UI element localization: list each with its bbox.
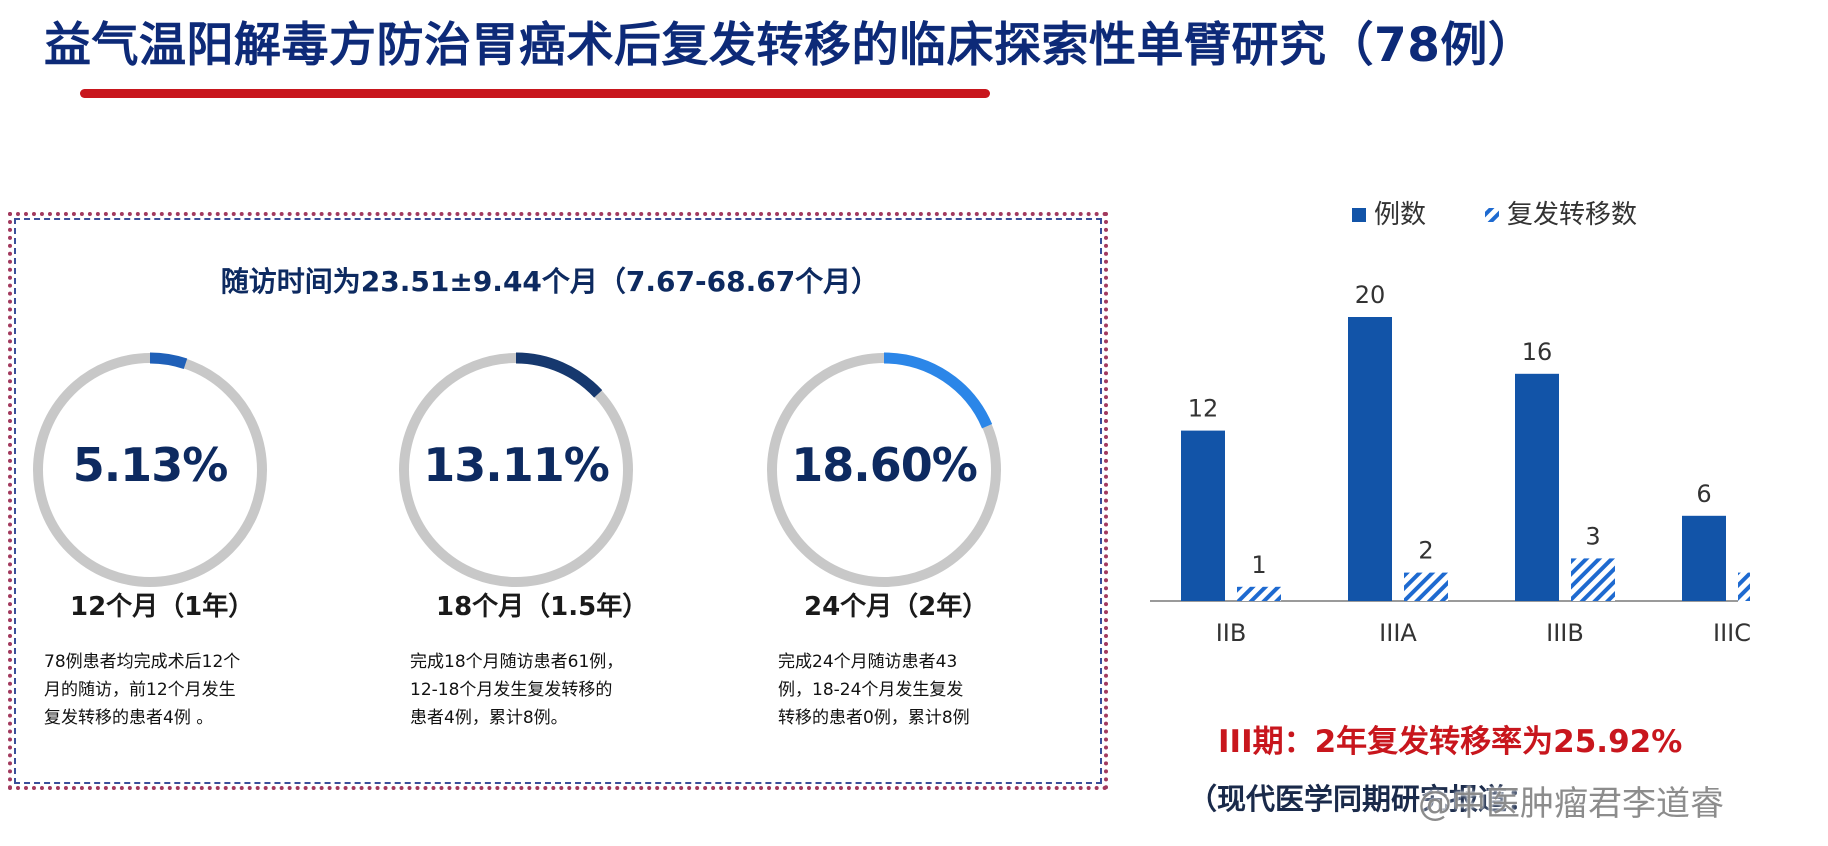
title-underline — [80, 89, 990, 98]
ring-description-line: 完成24个月随访患者43 — [778, 652, 958, 672]
page-title: 益气温阳解毒方防治胃癌术后复发转移的临床探索性单臂研究（78例） — [44, 18, 1536, 73]
x-tick-label: IIB — [1216, 619, 1247, 647]
bar-recurrence-IIIB — [1571, 558, 1615, 601]
ring-description-2: 完成18个月随访患者61例， 12-18个月发生复发转移的 患者4例，累计8例。 — [410, 648, 650, 732]
watermark: @中医肿瘤君李道睿 — [1418, 784, 1724, 824]
ring-description-line: 复发转移的患者4例 。 — [44, 708, 214, 728]
ring-period-2: 18个月（1.5年） — [436, 592, 649, 622]
legend-swatch-1 — [1352, 208, 1366, 222]
bar-cases-IIIA — [1348, 317, 1392, 601]
ring-period-1: 12个月（1年） — [70, 592, 255, 622]
stage-iii-conclusion: III期：2年复发转移率为25.92% — [1218, 724, 1683, 760]
followup-duration: 随访时间为23.51±9.44个月（7.67-68.67个月） — [220, 265, 880, 298]
ring-description-line: 月的随访，前12个月发生 — [44, 680, 236, 700]
x-tick-label: IIIC — [1713, 619, 1750, 647]
legend-label-1: 例数 — [1374, 200, 1426, 230]
bar-recurrence-IIIC — [1738, 572, 1750, 601]
ring-description-3: 完成24个月随访患者43 例，18-24个月发生复发 转移的患者0例，累计8例 — [778, 648, 1018, 732]
ring-progress-arc-2 — [515, 352, 603, 398]
progress-rings — [33, 352, 1001, 587]
bar-data-label: 20 — [1355, 281, 1386, 309]
ring-period-3: 24个月（2年） — [804, 592, 989, 622]
bar-recurrence-IIIA — [1404, 572, 1448, 601]
bar-data-label: 2 — [1418, 537, 1433, 565]
legend-swatch-2 — [1485, 208, 1499, 222]
bar-recurrence-IIB — [1237, 586, 1281, 601]
bar-data-label: 6 — [1696, 480, 1711, 508]
x-tick-label: IIIB — [1546, 619, 1584, 647]
bar-data-label: 1 — [1251, 551, 1266, 579]
bar-cases-IIB — [1181, 430, 1225, 601]
ring-description-line: 完成18个月随访患者61例， — [410, 652, 624, 672]
bar-data-label: 3 — [1585, 522, 1600, 550]
ring-percent-1: 5.13% — [72, 438, 229, 492]
ring-description-line: 12-18个月发生复发转移的 — [410, 680, 613, 700]
x-tick-label: IIIA — [1379, 619, 1417, 647]
bar-cases-IIIB — [1515, 373, 1559, 601]
ring-description-line: 例，18-24个月发生复发 — [778, 680, 964, 700]
legend-label-2: 复发转移数 — [1507, 200, 1637, 230]
ring-percent-2: 13.11% — [423, 438, 610, 492]
ring-progress-arc-3 — [883, 352, 993, 429]
followup-panel — [8, 212, 1108, 790]
bar-cases-IIIC — [1682, 515, 1726, 601]
source-note: （现代医学同期研究报道： — [1188, 782, 1537, 816]
ring-percent-3: 18.60% — [791, 438, 978, 492]
ring-description-line: 转移的患者0例，累计8例 — [778, 708, 970, 728]
ring-progress-arc-1 — [149, 352, 188, 370]
bar-chart: 121IIB202IIIA163IIIB62IIIC例数复发转移数 — [1150, 200, 1750, 647]
ring-description-line: 患者4例，累计8例。 — [410, 708, 568, 728]
ring-description-1: 78例患者均完成术后12个 月的随访，前12个月发生 复发转移的患者4例 。 — [44, 648, 284, 732]
bar-data-label: 12 — [1188, 395, 1219, 423]
bar-data-label: 16 — [1522, 338, 1553, 366]
ring-description-line: 78例患者均完成术后12个 — [44, 652, 241, 672]
